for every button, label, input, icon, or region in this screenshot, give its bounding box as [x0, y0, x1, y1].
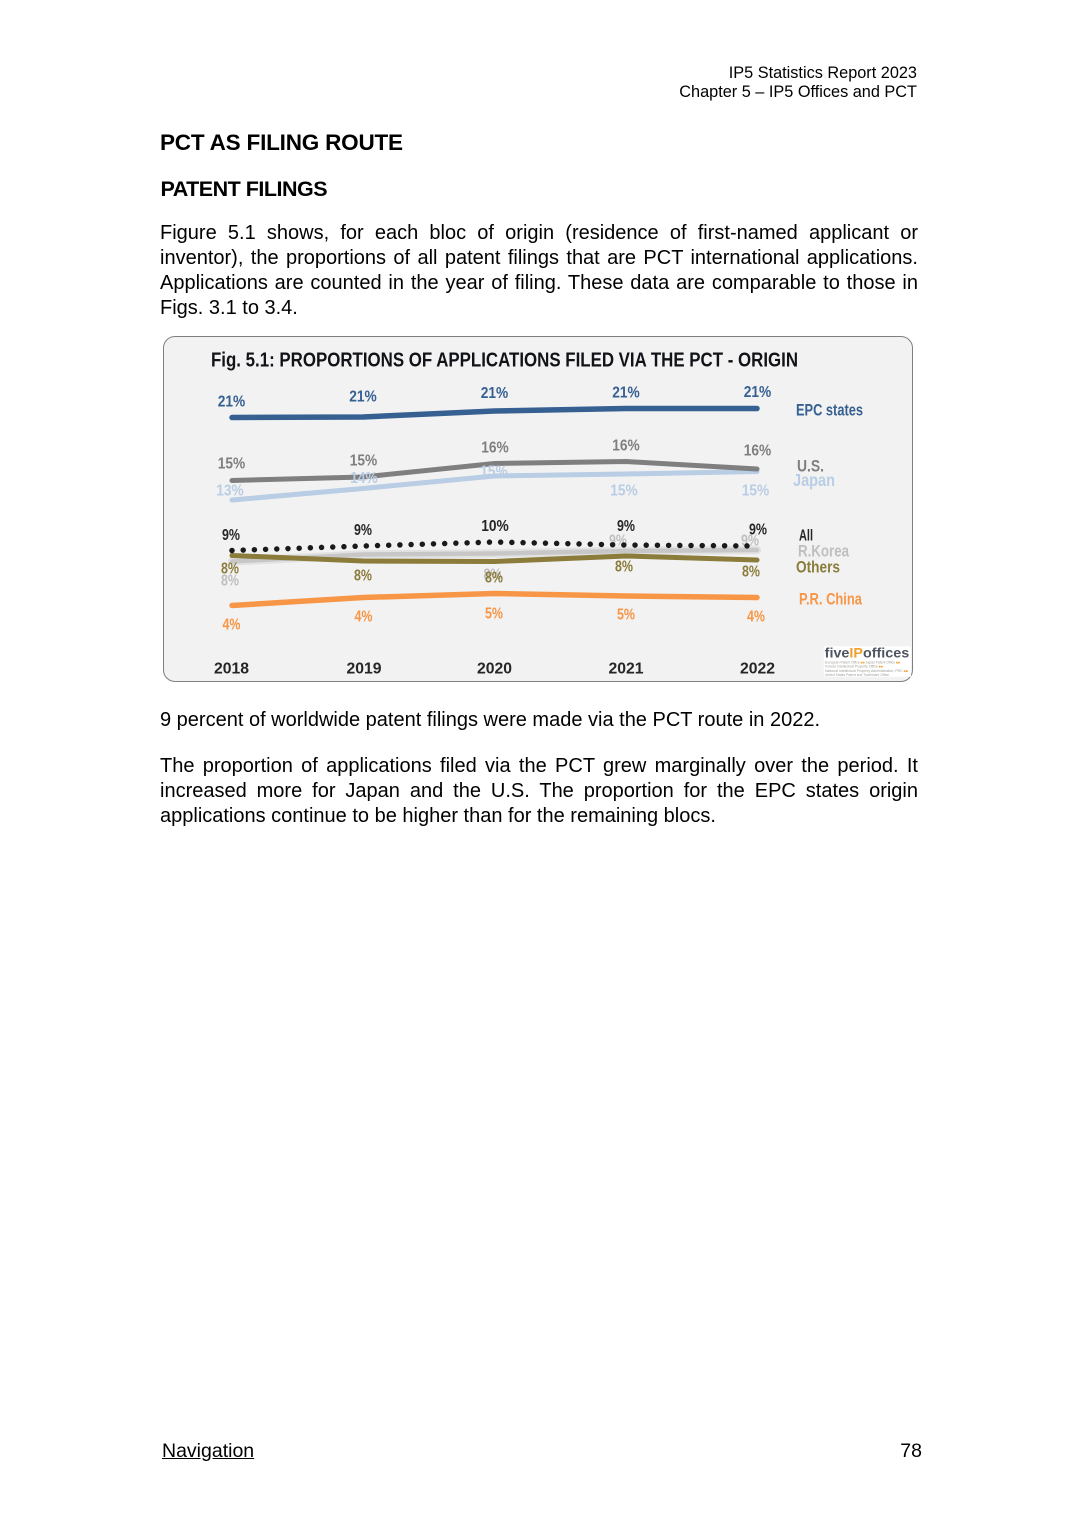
svg-text:4%: 4% — [747, 609, 765, 626]
svg-text:21%: 21% — [612, 385, 640, 402]
svg-text:4%: 4% — [223, 617, 241, 634]
svg-text:2018: 2018 — [214, 661, 249, 678]
svg-text:15%: 15% — [610, 483, 638, 500]
svg-text:U.S.: U.S. — [797, 458, 824, 476]
svg-text:All: All — [799, 528, 813, 545]
svg-text:13%: 13% — [216, 483, 244, 500]
svg-text:10%: 10% — [481, 518, 509, 535]
svg-text:15%: 15% — [350, 453, 378, 470]
svg-text:fiveIPoffices: fiveIPoffices — [825, 645, 910, 660]
svg-text:8%: 8% — [484, 567, 502, 584]
svg-text:15%: 15% — [218, 456, 246, 473]
svg-text:P.R. China: P.R. China — [799, 591, 863, 609]
svg-text:Japan: Japan — [793, 470, 835, 490]
svg-text:8%: 8% — [221, 561, 239, 578]
svg-text:4%: 4% — [355, 609, 373, 626]
svg-text:9%: 9% — [617, 518, 635, 535]
svg-text:2021: 2021 — [609, 661, 644, 678]
svg-text:16%: 16% — [744, 443, 772, 460]
svg-text:Others: Others — [796, 559, 840, 577]
svg-text:14%: 14% — [350, 470, 378, 487]
svg-text:21%: 21% — [218, 394, 246, 411]
svg-text:15%: 15% — [742, 483, 770, 500]
svg-text:16%: 16% — [612, 438, 640, 455]
svg-text:EPC states: EPC states — [796, 402, 863, 420]
svg-text:21%: 21% — [744, 384, 772, 401]
svg-text:9%: 9% — [749, 522, 767, 539]
svg-text:9%: 9% — [222, 527, 240, 544]
svg-text:21%: 21% — [481, 385, 509, 402]
svg-text:5%: 5% — [485, 606, 503, 623]
svg-text:United States Patent and Trade: United States Patent and Trademark Offic… — [825, 673, 889, 677]
svg-text:8%: 8% — [615, 559, 633, 576]
svg-text:21%: 21% — [349, 389, 377, 406]
svg-text:National Intellectual Property: National Intellectual Property Administr… — [825, 669, 908, 673]
svg-text:5%: 5% — [617, 607, 635, 624]
svg-text:Fig. 5.1: PROPORTIONS OF APPLI: Fig. 5.1: PROPORTIONS OF APPLICATIONS FI… — [211, 349, 798, 372]
svg-text:16%: 16% — [481, 440, 509, 457]
svg-text:9%: 9% — [354, 522, 372, 539]
svg-text:2022: 2022 — [740, 661, 775, 678]
svg-text:2020: 2020 — [477, 661, 512, 678]
svg-text:8%: 8% — [354, 568, 372, 585]
svg-text:8%: 8% — [742, 564, 760, 581]
svg-text:8%: 8% — [221, 573, 239, 590]
svg-text:R.Korea: R.Korea — [798, 543, 850, 561]
svg-text:2019: 2019 — [347, 661, 382, 678]
svg-text:Korean Intellectual Property O: Korean Intellectual Property Office ■■ — [825, 665, 883, 669]
svg-text:15%: 15% — [480, 464, 508, 481]
svg-text:8%: 8% — [485, 570, 503, 587]
svg-text:European Patent Office ■■ Japa: European Patent Office ■■ Japan Patent O… — [825, 660, 900, 664]
